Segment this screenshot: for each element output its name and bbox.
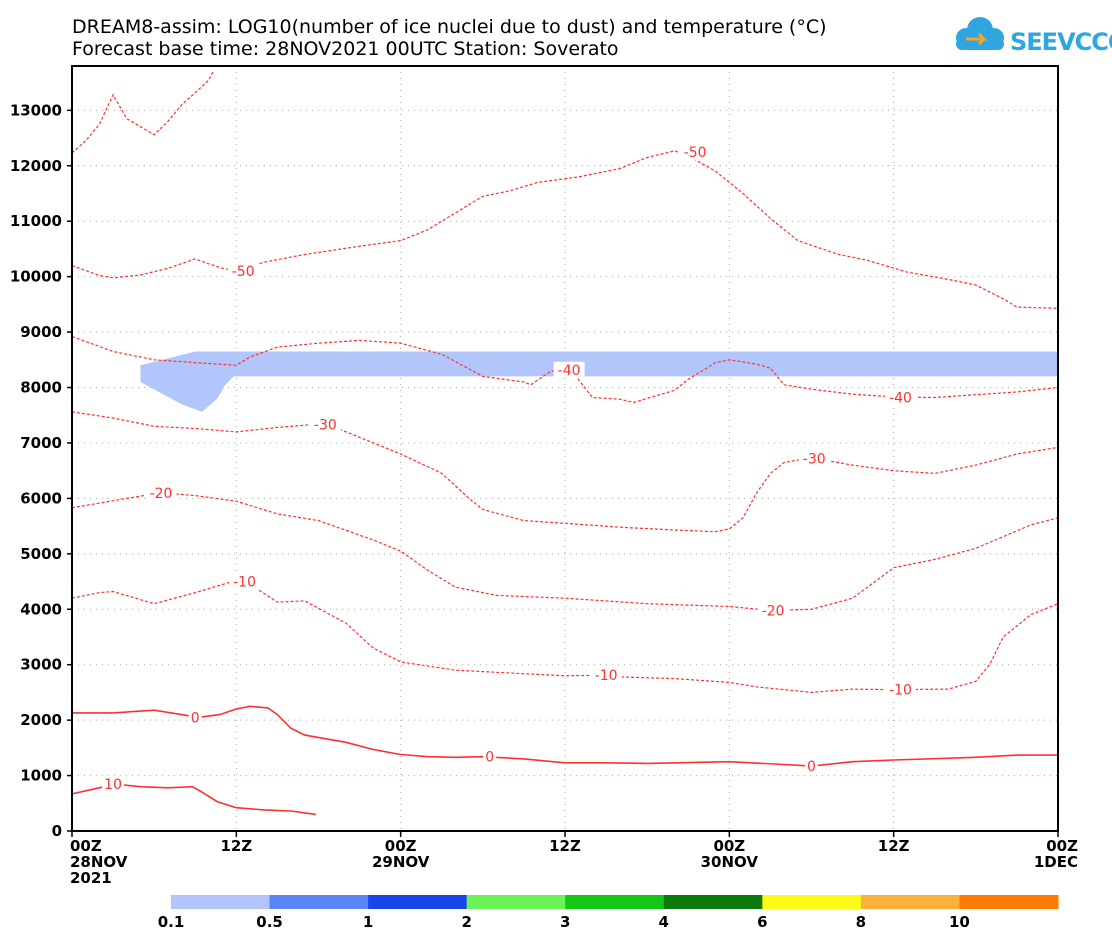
y-tick-label: 6000 bbox=[20, 489, 62, 507]
colorbar-swatch bbox=[269, 895, 369, 909]
contour-label-bg bbox=[309, 416, 341, 433]
contour-label-bg bbox=[798, 450, 830, 467]
contour-label: -40 bbox=[558, 363, 581, 379]
colorbar-swatch bbox=[466, 895, 566, 909]
x-tick-label: 30NOV bbox=[701, 853, 759, 871]
contour-label-bg bbox=[757, 602, 789, 619]
contour-label: -50 bbox=[684, 145, 707, 161]
grid bbox=[72, 66, 1058, 831]
chart-title-line2: Forecast base time: 28NOV2021 00UTC Stat… bbox=[72, 38, 619, 60]
colorbar-swatch bbox=[171, 895, 271, 909]
colorbar-label: 1 bbox=[363, 913, 373, 931]
contour-label-bg bbox=[227, 263, 259, 280]
contour-line bbox=[71, 579, 1059, 694]
contour-label-bg bbox=[553, 361, 585, 378]
y-tick-label: 10000 bbox=[10, 268, 62, 286]
contour-label: -40 bbox=[889, 391, 912, 407]
contour-line bbox=[71, 150, 1059, 309]
y-tick-label: 13000 bbox=[10, 101, 62, 119]
colorbar-label: 0.5 bbox=[256, 913, 283, 931]
contour-line bbox=[72, 705, 1058, 767]
contour-line bbox=[71, 492, 1059, 612]
x-tick-label: 28NOV bbox=[70, 853, 128, 871]
x-tick-label: 29NOV bbox=[372, 853, 430, 871]
colorbar-label: 0.1 bbox=[158, 913, 185, 931]
x-tick-label: 00Z bbox=[385, 837, 417, 855]
contour-line bbox=[71, 411, 1059, 533]
x-tick-label: 2021 bbox=[70, 869, 112, 887]
colorbar-label: 6 bbox=[757, 913, 767, 931]
seevccc-logo: SEEVCCC bbox=[956, 17, 1112, 56]
colorbar-swatch bbox=[762, 895, 862, 909]
contour-label: 10 bbox=[104, 777, 122, 793]
x-tick-label: 12Z bbox=[878, 837, 910, 855]
contour-label-bg bbox=[483, 748, 497, 765]
x-tick-label: 1DEC bbox=[1034, 853, 1078, 871]
contour-label: -20 bbox=[762, 603, 785, 619]
contour-label: -30 bbox=[803, 451, 826, 467]
x-tick-label: 00Z bbox=[713, 837, 745, 855]
colorbar-swatch bbox=[860, 895, 960, 909]
contour-label: -10 bbox=[233, 575, 256, 591]
contour-label: 0 bbox=[485, 750, 494, 766]
contour-labels: 10 0 0 0 -10 -10 -10 -20 -20 -30 -30 -40 -40 -50 -50 bbox=[102, 143, 917, 793]
y-tick-label: 3000 bbox=[20, 656, 62, 674]
contour-label: -50 bbox=[232, 264, 255, 280]
x-tick-label: 12Z bbox=[549, 837, 581, 855]
y-axis: 0 1000 2000 3000 4000 5000 6000 7000 8000 9000 100… bbox=[10, 101, 72, 840]
y-tick-label: 5000 bbox=[20, 545, 62, 563]
contour-label: -10 bbox=[889, 683, 912, 699]
y-tick-label: 2000 bbox=[20, 711, 62, 729]
colorbar-label: 8 bbox=[856, 913, 866, 931]
dust-shading bbox=[140, 351, 1058, 412]
cloud-icon bbox=[956, 17, 1004, 50]
colorbar-swatch bbox=[959, 895, 1059, 909]
contour-label-bg bbox=[805, 758, 818, 775]
y-tick-label: 9000 bbox=[20, 323, 62, 341]
contour-label: -10 bbox=[595, 668, 618, 684]
colorbar-swatch bbox=[565, 895, 665, 909]
contour-label: -20 bbox=[150, 486, 173, 502]
y-tick-label: 8000 bbox=[20, 379, 62, 397]
colorbar-label: 10 bbox=[949, 913, 970, 931]
dust-region bbox=[140, 351, 1058, 412]
y-tick-label: 4000 bbox=[20, 600, 62, 618]
x-tick-label: 12Z bbox=[220, 837, 252, 855]
colorbar-label: 4 bbox=[659, 913, 669, 931]
x-tick-label: 00Z bbox=[70, 837, 102, 855]
colorbar-swatch bbox=[368, 895, 468, 909]
colorbar: 0.1 0.5 1 2 3 4 6 8 10 bbox=[158, 895, 1059, 931]
contour-label: 0 bbox=[807, 759, 816, 775]
y-tick-label: 0 bbox=[52, 822, 62, 840]
colorbar-label: 2 bbox=[461, 913, 471, 931]
y-tick-label: 11000 bbox=[10, 212, 62, 230]
contour-label-bg bbox=[188, 709, 202, 726]
contour-label-bg bbox=[885, 681, 917, 698]
contour-line bbox=[71, 71, 214, 154]
contour-label-bg bbox=[229, 573, 261, 590]
y-tick-label: 1000 bbox=[20, 767, 62, 785]
logo-text: SEEVCCC bbox=[1010, 28, 1112, 56]
contour-label: -30 bbox=[314, 418, 337, 434]
contour-label-bg bbox=[885, 389, 917, 406]
chart-title-line1: DREAM8-assim: LOG10(number of ice nuclei… bbox=[72, 16, 827, 38]
contour-label-bg bbox=[102, 775, 125, 792]
contour-line bbox=[71, 335, 1059, 404]
colorbar-swatch bbox=[663, 895, 763, 909]
x-tick-label: 00Z bbox=[1046, 837, 1078, 855]
contour-label: 0 bbox=[191, 710, 200, 726]
y-tick-label: 12000 bbox=[10, 157, 62, 175]
y-tick-label: 7000 bbox=[20, 434, 62, 452]
contour-label-bg bbox=[590, 667, 622, 684]
contour-label-bg bbox=[145, 484, 177, 501]
contour-label-bg bbox=[679, 143, 711, 160]
colorbar-label: 3 bbox=[560, 913, 570, 931]
